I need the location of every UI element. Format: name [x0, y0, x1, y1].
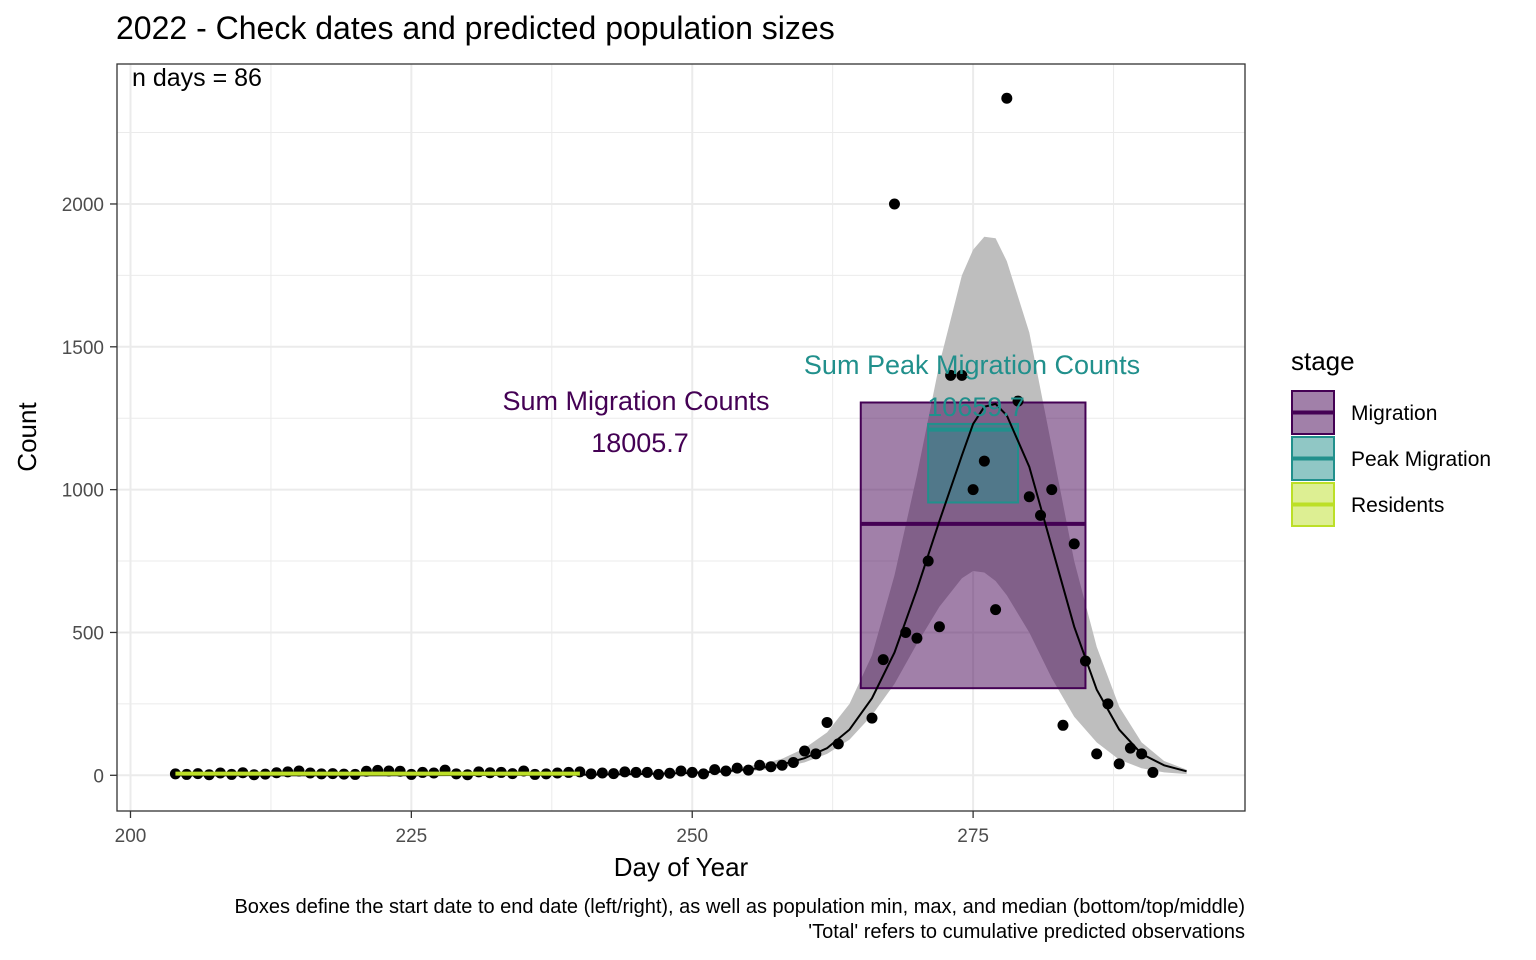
- data-point: [686, 766, 698, 778]
- data-point: [945, 369, 957, 381]
- data-point: [1113, 758, 1125, 770]
- data-point: [776, 759, 788, 771]
- data-point: [1147, 766, 1159, 778]
- x-tick-label: 275: [957, 826, 989, 847]
- data-point: [1068, 538, 1080, 550]
- data-point: [641, 766, 653, 778]
- caption-line-1: Boxes define the start date to end date …: [234, 896, 1245, 918]
- data-point: [731, 762, 743, 774]
- legend-title: stage: [1291, 346, 1355, 376]
- data-point: [799, 745, 811, 757]
- y-tick-label: 2000: [62, 195, 104, 216]
- data-point: [832, 738, 844, 750]
- data-point: [1079, 655, 1091, 667]
- data-point: [664, 767, 676, 779]
- data-point: [1001, 92, 1013, 104]
- migration-sum-value: 18005.7: [591, 428, 689, 458]
- data-point: [1102, 698, 1114, 710]
- data-point: [653, 768, 665, 780]
- data-point: [821, 716, 833, 728]
- data-point: [922, 555, 934, 567]
- y-tick-label: 0: [93, 766, 104, 787]
- data-point: [1124, 742, 1136, 754]
- legend-label-peak-migration: Peak Migration: [1351, 448, 1492, 471]
- x-tick-label: 200: [115, 826, 147, 847]
- data-point: [608, 768, 620, 780]
- y-tick-label: 1000: [62, 481, 104, 502]
- legend-label-migration: Migration: [1351, 402, 1438, 425]
- x-tick-label: 250: [676, 826, 708, 847]
- data-point: [754, 759, 766, 771]
- data-point: [630, 766, 642, 778]
- data-point: [720, 765, 732, 777]
- data-point: [911, 632, 923, 644]
- plot-border: [116, 63, 1246, 812]
- caption-line-2: 'Total' refers to cumulative predicted o…: [808, 921, 1245, 943]
- data-point: [1012, 395, 1024, 407]
- data-point: [709, 764, 721, 776]
- axes: 200 225 250 275 0 500 1000 1500 2000 Day of Year C…: [12, 195, 989, 882]
- data-point: [1091, 748, 1103, 760]
- n-days-label: n days = 86: [132, 64, 262, 92]
- data-point: [956, 369, 968, 381]
- legend-keys: [1291, 390, 1335, 527]
- data-point: [888, 198, 900, 210]
- y-axis-title: Count: [12, 402, 42, 472]
- data-point: [675, 765, 687, 777]
- data-point: [697, 768, 709, 780]
- data-point: [1023, 491, 1035, 503]
- data-point: [1046, 484, 1058, 496]
- data-point: [866, 712, 878, 724]
- data-point: [596, 767, 608, 779]
- data-point: [933, 621, 945, 633]
- data-point: [990, 604, 1002, 616]
- data-point: [619, 766, 631, 778]
- data-point: [1057, 719, 1069, 731]
- peak-sum-value: 10659.7: [927, 392, 1025, 422]
- stage-boxes: [859, 401, 1087, 690]
- legend-label-residents: Residents: [1351, 494, 1445, 517]
- y-tick-label: 500: [72, 623, 104, 644]
- data-point: [877, 654, 889, 666]
- data-point: [585, 768, 597, 780]
- annotations: n days = 86 Sum Migration Counts 18005.7 Su…: [132, 64, 1140, 458]
- data-point: [967, 484, 979, 496]
- y-tick-label: 1500: [62, 338, 104, 359]
- data-point: [742, 764, 754, 776]
- data-point: [765, 761, 777, 773]
- data-point: [900, 626, 912, 638]
- data-point: [787, 756, 799, 768]
- peak-sum-label: Sum Peak Migration Counts: [804, 350, 1140, 380]
- box-peak-migration: [927, 422, 1020, 504]
- data-point: [1136, 748, 1148, 760]
- data-point: [1035, 509, 1047, 521]
- data-point: [810, 748, 822, 760]
- x-axis-title: Day of Year: [614, 852, 749, 882]
- data-point: [978, 455, 990, 467]
- migration-sum-label: Sum Migration Counts: [502, 386, 769, 416]
- chart-title: 2022 - Check dates and predicted populat…: [116, 10, 835, 46]
- x-tick-label: 225: [396, 826, 428, 847]
